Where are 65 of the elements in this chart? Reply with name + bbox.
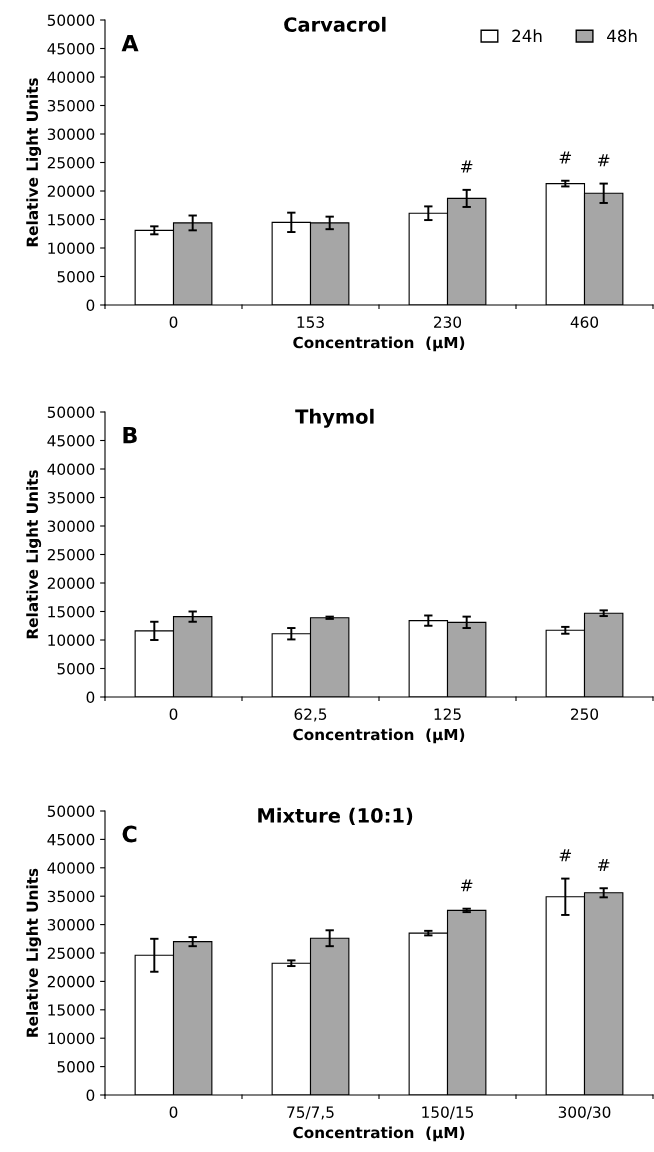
y-tick-label: 45000	[47, 833, 95, 846]
y-tick-label: 40000	[47, 463, 95, 476]
x-tick-label: 125	[434, 708, 461, 720]
y-tick-label: 45000	[47, 42, 95, 55]
y-tick-label: 35000	[47, 99, 95, 112]
y-tick-label: 20000	[47, 975, 95, 988]
annotation: #	[460, 879, 473, 892]
y-tick-label: 0	[86, 691, 95, 704]
x-tick-label: 0	[169, 316, 178, 328]
x-tick-label: 75/7,5	[287, 1106, 334, 1120]
annotation: #	[460, 160, 473, 173]
y-tick-label: 25000	[47, 156, 95, 169]
y-tick-label: 40000	[47, 71, 95, 84]
y-tick-label: 35000	[47, 890, 95, 903]
x-tick-label: 62,5	[294, 708, 327, 722]
legend-label: 24h	[512, 29, 542, 42]
y-axis-title: Relative Light Units	[26, 78, 42, 247]
y-tick-label: 30000	[47, 128, 95, 141]
y-tick-label: 10000	[48, 242, 95, 255]
y-tick-label: 5000	[57, 270, 95, 283]
y-tick-label: 0	[86, 299, 95, 312]
x-axis-title: Concentration (µM)	[293, 1126, 465, 1142]
y-tick-label: 5000	[57, 1061, 95, 1073]
x-tick-label: 0	[169, 708, 178, 720]
x-tick-label: 460	[570, 316, 599, 328]
x-tick-label: 150/15	[422, 1106, 474, 1120]
x-tick-label: 0	[169, 1106, 178, 1118]
y-tick-label: 10000	[48, 1032, 95, 1045]
y-tick-label: 25000	[47, 947, 95, 960]
y-tick-label: 20000	[47, 577, 95, 590]
annotation: C	[122, 825, 137, 843]
y-tick-label: 35000	[47, 491, 95, 504]
y-tick-label: 15000	[48, 213, 95, 226]
y-tick-label: 40000	[47, 862, 95, 874]
x-tick-label: 300/30	[558, 1106, 611, 1120]
x-tick-label: 250	[571, 708, 599, 720]
chart-title: Carvacrol	[284, 16, 386, 32]
y-tick-label: 45000	[47, 434, 95, 447]
y-axis-title: Relative Light Units	[26, 470, 42, 639]
annotation: B	[123, 426, 137, 444]
y-tick-label: 15000	[48, 605, 95, 618]
chart-title: Thymol	[295, 408, 374, 428]
y-tick-label: 50000	[47, 805, 95, 818]
y-tick-label: 20000	[47, 185, 95, 198]
y-tick-label: 5000	[57, 662, 95, 675]
y-axis-title: Relative Light Units	[26, 868, 42, 1037]
annotation: #	[559, 849, 572, 862]
annotation: #	[559, 151, 572, 164]
legend-label: 48h	[607, 29, 637, 43]
x-tick-label: 230	[434, 316, 462, 328]
annotation: #	[597, 858, 610, 871]
y-tick-label: 50000	[47, 406, 95, 419]
x-axis-title: Concentration (µM)	[293, 728, 465, 744]
y-tick-label: 30000	[47, 520, 95, 533]
x-axis-title: Concentration (µM)	[293, 336, 465, 352]
y-tick-label: 10000	[48, 634, 95, 647]
annotation: A	[121, 34, 139, 52]
chart-title: Mixture (10:1)	[258, 807, 413, 826]
x-tick-label: 153	[297, 316, 324, 328]
y-tick-label: 25000	[47, 548, 95, 561]
y-tick-label: 0	[86, 1089, 95, 1102]
y-tick-label: 15000	[48, 1004, 95, 1016]
y-tick-label: 30000	[47, 919, 95, 931]
annotation: #	[597, 154, 610, 167]
y-tick-label: 50000	[47, 14, 95, 27]
